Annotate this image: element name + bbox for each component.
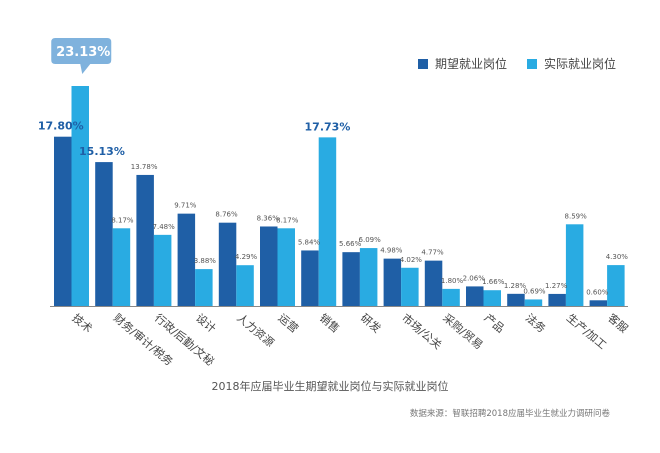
category-label: 技术 (70, 311, 95, 335)
bar-actual (607, 265, 625, 306)
bar-expected (54, 136, 72, 306)
bar-expected (218, 222, 237, 306)
legend: 期望就业岗位 实际就业岗位 (418, 55, 616, 72)
bar-expected (548, 293, 566, 306)
legend-label-expected: 期望就业岗位 (435, 57, 508, 71)
value-label-expected: 5.66% (339, 240, 362, 248)
value-label-expected: 1.27% (545, 282, 568, 290)
value-label-expected: 13.78% (131, 163, 158, 171)
value-label-actual: 4.29% (235, 253, 258, 261)
value-label-expected: 15.13% (79, 145, 125, 158)
category-label: 研发 (358, 311, 384, 336)
category-label: 法务 (523, 311, 549, 336)
value-label-actual: 6.09% (359, 236, 382, 244)
value-label-actual: 23.13% (56, 45, 110, 60)
value-label-actual: 17.73% (305, 120, 351, 133)
value-label-actual: 4.30% (606, 253, 629, 261)
bar-expected (466, 286, 484, 306)
category-label: 市场/公关 (399, 311, 445, 352)
bar-expected (260, 226, 278, 306)
value-label-expected: 0.60% (586, 288, 609, 296)
category-label: 客服 (605, 311, 631, 336)
chart-title: 2018年应届毕业生期望就业岗位与实际就业岗位 (211, 380, 449, 393)
category-label: 运营 (276, 311, 302, 336)
category-label: 人力资源 (234, 311, 277, 350)
bar-actual (277, 228, 295, 306)
value-label-actual: 7.48% (153, 223, 176, 231)
category-label: 产品 (482, 311, 508, 336)
value-label-expected: 5.84% (298, 238, 321, 246)
data-source: 数据来源：智联招聘2018应届毕业生就业力调研问卷 (409, 409, 610, 419)
bar-expected (342, 252, 360, 306)
value-label-expected: 8.36% (257, 214, 280, 222)
value-label-expected: 9.71% (174, 202, 197, 210)
legend-item-expected: 期望就业岗位 (418, 55, 507, 72)
value-label-expected: 1.28% (504, 282, 527, 290)
bar-expected (136, 174, 154, 306)
legend-swatch-expected (418, 58, 428, 69)
value-label-actual: 1.80% (441, 277, 464, 285)
value-label-expected: 4.98% (380, 247, 403, 255)
callout-bubble (51, 38, 112, 74)
bar-actual (565, 224, 584, 306)
bar-actual (483, 290, 501, 306)
value-label-actual: 8.17% (276, 216, 299, 224)
value-label-expected: 4.77% (421, 249, 444, 257)
value-label-actual: 8.59% (565, 212, 588, 220)
legend-label-actual: 实际就业岗位 (544, 57, 617, 71)
bar-expected (301, 250, 319, 306)
value-label-expected: 17.80% (38, 120, 84, 133)
category-label: 生产/加工 (564, 311, 610, 352)
bar-expected (95, 162, 113, 306)
bar-actual (524, 299, 543, 306)
bar-expected (507, 293, 525, 306)
bar-actual (195, 269, 213, 306)
bar-actual (71, 86, 89, 306)
category-label: 销售 (317, 311, 343, 336)
value-label-actual: 3.88% (194, 257, 217, 265)
value-label-expected: 2.06% (463, 274, 486, 282)
bar-actual (401, 267, 419, 306)
category-label: 设计 (193, 311, 218, 335)
value-label-actual: 0.69% (523, 287, 546, 295)
value-label-actual: 1.66% (482, 278, 505, 286)
bar-actual (153, 234, 172, 306)
legend-item-actual: 实际就业岗位 (527, 55, 616, 72)
category-label: 采购/贸易 (440, 311, 486, 352)
bar-actual (318, 137, 337, 306)
bar-expected (424, 260, 443, 306)
bar-actual (236, 265, 254, 306)
bar-actual (359, 248, 378, 306)
bar-expected (589, 300, 608, 306)
bar-expected (177, 213, 196, 306)
value-label-actual: 8.17% (111, 216, 134, 224)
value-label-actual: 4.02% (400, 256, 423, 264)
value-label-expected: 8.76% (215, 211, 238, 219)
bar-actual (112, 228, 131, 306)
legend-swatch-actual (527, 58, 538, 69)
bar-actual (442, 288, 460, 306)
bar-expected (383, 258, 402, 306)
